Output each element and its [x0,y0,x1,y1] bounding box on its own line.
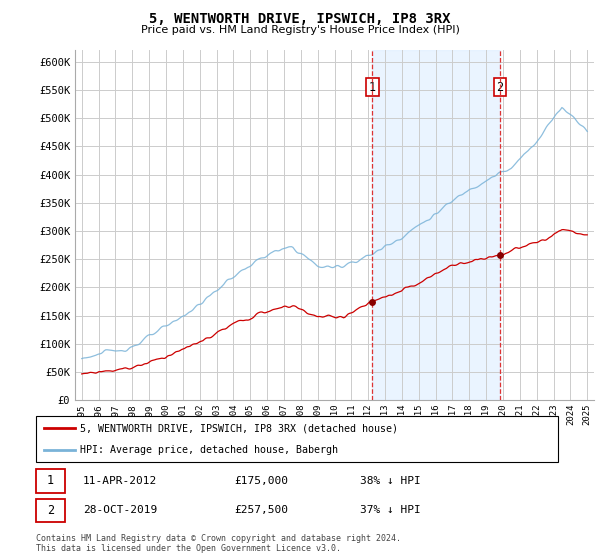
FancyBboxPatch shape [36,469,65,493]
Text: Contains HM Land Registry data © Crown copyright and database right 2024.
This d: Contains HM Land Registry data © Crown c… [36,534,401,553]
Text: 38% ↓ HPI: 38% ↓ HPI [359,476,421,486]
Text: £175,000: £175,000 [235,476,289,486]
FancyBboxPatch shape [36,416,558,462]
Text: 28-OCT-2019: 28-OCT-2019 [83,506,157,515]
Text: £257,500: £257,500 [235,506,289,515]
Text: 37% ↓ HPI: 37% ↓ HPI [359,506,421,515]
Text: 2: 2 [47,504,54,517]
Bar [373,50,500,400]
Text: 5, WENTWORTH DRIVE, IPSWICH, IP8 3RX (detached house): 5, WENTWORTH DRIVE, IPSWICH, IP8 3RX (de… [80,423,398,433]
FancyBboxPatch shape [36,498,65,522]
Text: Price paid vs. HM Land Registry's House Price Index (HPI): Price paid vs. HM Land Registry's House … [140,25,460,35]
Text: 5, WENTWORTH DRIVE, IPSWICH, IP8 3RX: 5, WENTWORTH DRIVE, IPSWICH, IP8 3RX [149,12,451,26]
Text: 11-APR-2012: 11-APR-2012 [83,476,157,486]
Text: 2: 2 [497,81,504,94]
Text: 1: 1 [369,81,376,94]
Text: HPI: Average price, detached house, Babergh: HPI: Average price, detached house, Babe… [80,445,338,455]
Text: 1: 1 [47,474,54,487]
